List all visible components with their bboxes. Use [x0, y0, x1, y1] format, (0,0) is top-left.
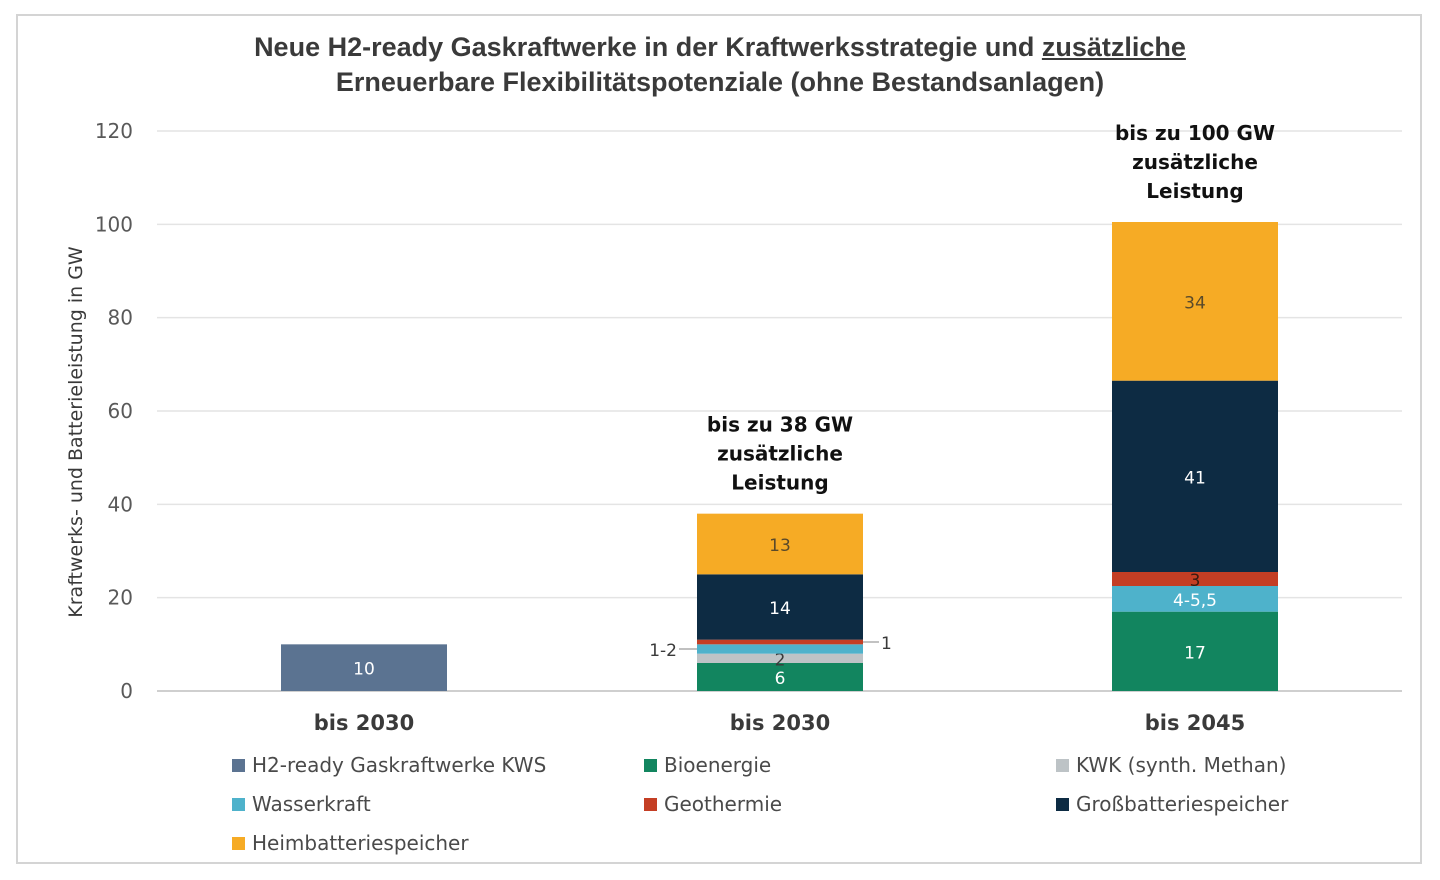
legend-swatch [644, 758, 657, 772]
y-tick-label: 0 [120, 679, 133, 703]
bar-segment [1112, 611, 1278, 691]
legend-item: KWK (synth. Methan) [1056, 752, 1332, 778]
x-tick-label: bis 2045 [1145, 711, 1246, 735]
chart-title-part-b: zusätzliche [1041, 32, 1186, 62]
chart-title-part-a: Neue H2-ready Gaskraftwerke in der Kraft… [254, 32, 1042, 62]
data-label: 34 [1184, 293, 1206, 313]
data-label: 2 [775, 650, 786, 670]
legend: H2-ready Gaskraftwerke KWS Bioenergie KWK … [232, 752, 1332, 856]
chart-title-line-2: Erneuerbare Flexibilitätspotenziale (ohn… [335, 67, 1105, 97]
bar-segment [281, 644, 447, 691]
bar-segment [697, 644, 863, 654]
data-label: 1 [881, 634, 892, 654]
total-annotation-line: bis zu 100 GW [1115, 121, 1275, 145]
legend-label: Bioenergie [664, 753, 772, 777]
legend-label: KWK (synth. Methan) [1076, 753, 1287, 777]
bar-segment [1112, 380, 1278, 572]
data-label: 10 [353, 660, 375, 680]
legend-label: Wasserkraft [252, 792, 371, 816]
legend-item: Bioenergie [644, 752, 1056, 778]
total-annotation-line: Leistung [1146, 179, 1243, 203]
legend-swatch [1056, 758, 1069, 772]
data-label: 1-2 [649, 641, 677, 661]
legend-swatch [644, 797, 657, 811]
legend-item: Heimbatteriespeicher [232, 830, 644, 856]
legend-swatch [232, 758, 245, 772]
y-tick-label: 120 [95, 119, 133, 143]
bar-segment [697, 653, 863, 663]
data-label: 41 [1184, 468, 1206, 488]
data-label: 3 [1190, 571, 1201, 591]
legend-swatch [232, 836, 245, 850]
bar-segment [697, 663, 863, 691]
y-axis-label: Kraftwerks- und Batterieleistung in GW [65, 246, 87, 618]
y-tick-label: 20 [108, 586, 133, 610]
legend-item: Geothermie [644, 791, 1056, 817]
y-tick-label: 40 [108, 492, 133, 516]
total-annotation-line: bis zu 38 GW [707, 413, 853, 437]
y-tick-label: 60 [108, 399, 133, 423]
legend-item: Großbatteriespeicher [1056, 791, 1332, 817]
legend-item: H2-ready Gaskraftwerke KWS [232, 752, 644, 778]
data-label: 13 [769, 536, 791, 556]
bar-segment [1112, 586, 1278, 612]
legend-swatch [232, 797, 245, 811]
legend-label: H2-ready Gaskraftwerke KWS [252, 753, 547, 777]
total-annotation-line: zusätzliche [1132, 150, 1258, 174]
legend-item: Wasserkraft [232, 791, 644, 817]
legend-label: Geothermie [664, 792, 783, 816]
bar-segment [1112, 222, 1278, 381]
data-label: 17 [1184, 643, 1206, 663]
data-label: 6 [775, 669, 786, 689]
bar-segment [697, 639, 863, 645]
chart-title: Neue H2-ready Gaskraftwerke in der Kraft… [0, 30, 1440, 100]
bar-segment [697, 513, 863, 575]
data-label: 4-5,5 [1173, 591, 1217, 611]
x-tick-label: bis 2030 [314, 711, 415, 735]
legend-label: Großbatteriespeicher [1076, 792, 1289, 816]
y-tick-label: 100 [95, 212, 133, 236]
chart-title-line-1: Neue H2-ready Gaskraftwerke in der Kraft… [0, 30, 1440, 65]
bar-segment [697, 574, 863, 640]
x-tick-label: bis 2030 [730, 711, 831, 735]
bar-segment [1112, 572, 1278, 586]
total-annotation-line: Leistung [731, 471, 828, 495]
y-tick-label: 80 [108, 306, 133, 330]
data-label: 14 [769, 599, 791, 619]
legend-swatch [1056, 797, 1069, 811]
legend-label: Heimbatteriespeicher [252, 831, 469, 855]
total-annotation-line: zusätzliche [717, 442, 843, 466]
